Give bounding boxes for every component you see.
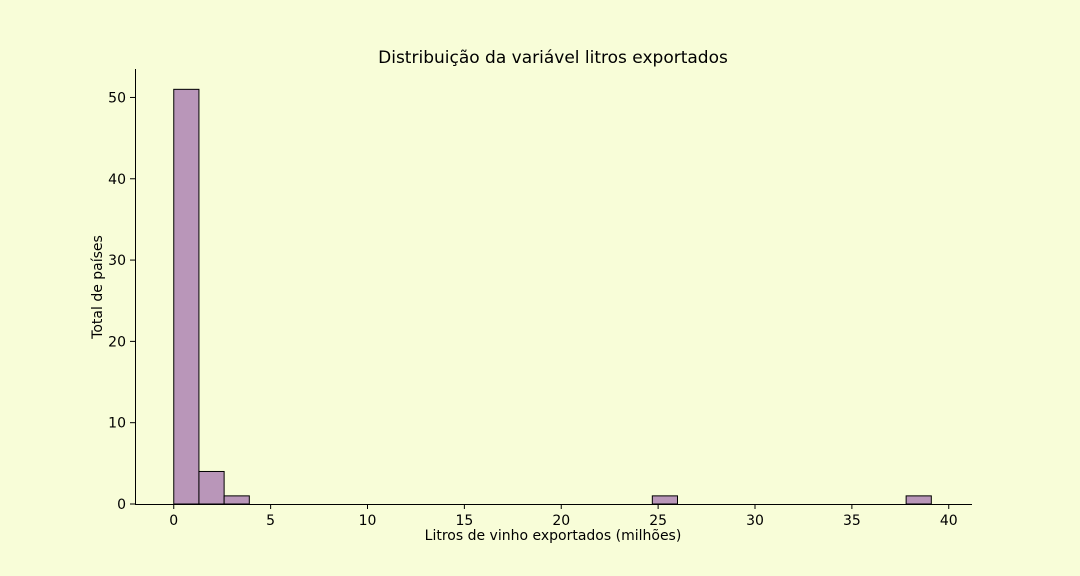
histogram-bar-3	[651, 495, 678, 505]
histogram-bar-2	[223, 495, 250, 505]
histogram-bar-0	[173, 88, 200, 505]
x-tick-label-7: 35	[843, 513, 861, 529]
chart-title: Distribuição da variável litros exportad…	[378, 48, 728, 68]
x-tick-label-0: 0	[169, 513, 178, 529]
x-tick-label-3: 15	[455, 513, 473, 529]
bars-group	[173, 88, 932, 505]
y-axis-label: Total de países	[90, 235, 106, 340]
x-tick-label-6: 30	[746, 513, 764, 529]
y-tick-label-2: 20	[108, 334, 126, 350]
x-tick-label-5: 25	[649, 513, 667, 529]
x-tick-label-8: 40	[940, 513, 958, 529]
y-tick-label-1: 10	[108, 416, 126, 432]
y-tick-label-0: 0	[117, 497, 126, 513]
histogram-bar-4	[905, 495, 932, 505]
x-tick-label-1: 5	[266, 513, 275, 529]
x-tick-label-4: 20	[552, 513, 570, 529]
y-tick-label-5: 50	[108, 90, 126, 106]
x-tick-label-2: 10	[359, 513, 377, 529]
x-axis-ticks: 0 5 10 15 20 25 30 35 40	[169, 504, 958, 529]
y-tick-label-3: 30	[108, 253, 126, 269]
y-axis-ticks: 0 10 20 30 40 50	[108, 90, 135, 513]
x-axis-label: Litros de vinho exportados (milhões)	[425, 528, 682, 544]
histogram-bar-1	[198, 470, 225, 505]
y-tick-label-4: 40	[108, 172, 126, 188]
